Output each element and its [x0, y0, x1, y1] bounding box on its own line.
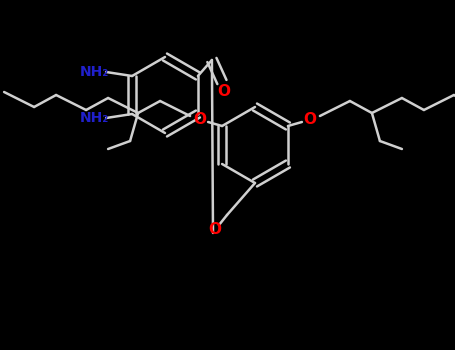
Text: O: O	[303, 112, 316, 127]
Text: NH₂: NH₂	[80, 111, 109, 125]
Text: O: O	[208, 222, 222, 237]
Text: O: O	[217, 84, 230, 99]
Text: NH₂: NH₂	[80, 65, 109, 79]
Text: O: O	[193, 112, 207, 127]
